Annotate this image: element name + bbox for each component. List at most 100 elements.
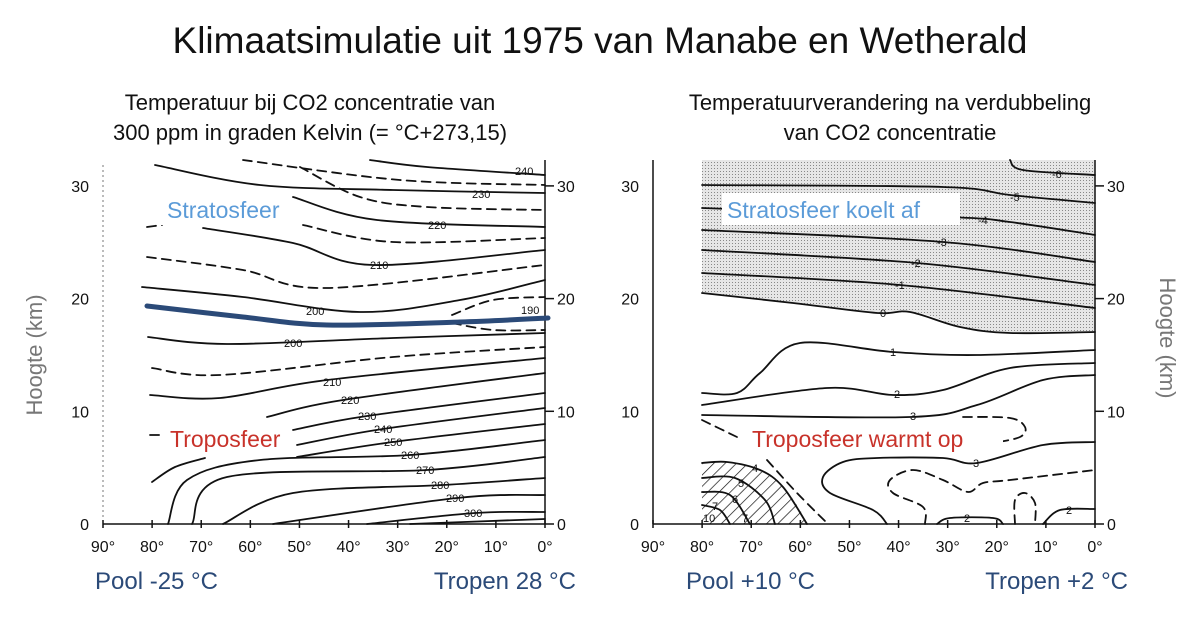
contour-label: 1: [890, 347, 896, 359]
contour-label: 2: [894, 389, 900, 401]
contour-dashed: [146, 256, 546, 289]
contour-minus3: [701, 229, 1096, 263]
contour-label: 210: [370, 260, 388, 272]
contour-210: [202, 227, 546, 266]
contour-260: [167, 439, 546, 525]
contour-270: [191, 456, 546, 525]
contour-3: [701, 374, 1096, 419]
contour-label: -2: [911, 258, 921, 270]
stratosphere-label: Stratosfeer koelt af: [727, 197, 921, 223]
contour-label: 230: [358, 411, 376, 423]
contour-240: [369, 159, 546, 176]
y-tick-label-right: 30: [557, 179, 575, 196]
contour-190: [451, 322, 546, 332]
stratosphere-label: Stratosfeer: [167, 197, 280, 223]
contour-label: 300: [464, 508, 482, 520]
x-tick-label: 80°: [690, 539, 714, 556]
contour-label: 4: [752, 463, 758, 475]
contour-label: 280: [431, 480, 449, 492]
contour-label: 6: [732, 494, 738, 506]
contour-label: 260: [401, 450, 419, 462]
label-background: [722, 193, 960, 225]
x-tick-label: 40°: [336, 539, 360, 556]
contour-dashed: [146, 224, 163, 228]
x-tick-label: 60°: [788, 539, 812, 556]
x-tick-label: 30°: [386, 539, 410, 556]
contour-280: [222, 477, 546, 525]
x-tick-label: 20°: [435, 539, 459, 556]
contour-label: -4: [978, 215, 988, 227]
contour-segment: [151, 457, 206, 483]
contour-label: 240: [374, 424, 392, 436]
contour-0: [701, 292, 1096, 335]
left-subtitle-line2: 300 ppm in graden Kelvin (= °C+273,15): [112, 120, 508, 145]
right-subtitle-line2: van CO2 concentratie: [783, 120, 997, 145]
y-tick-label-left: 30: [621, 179, 639, 196]
contour-label: 7: [712, 501, 718, 513]
contour-4: [701, 460, 808, 525]
y-tick-label-right: 20: [557, 292, 575, 309]
x-tick-label: 60°: [238, 539, 262, 556]
x-tick-label: 30°: [936, 539, 960, 556]
contour-dashed: [299, 166, 546, 211]
x-tick-label: 90°: [641, 539, 665, 556]
contour-2: [701, 362, 1096, 406]
contour-dashed: [887, 469, 1096, 525]
left-plot: 240 230 220 210 200 190 200 210 220 230 …: [71, 159, 575, 556]
right-pole-temperature-change: Pool +10 °C: [686, 568, 816, 595]
y-axis-label-left: Hoogte (km): [22, 294, 47, 415]
contour-dashed: [302, 224, 546, 244]
contour-label: 2: [1066, 505, 1072, 517]
contour-segment: [409, 518, 546, 525]
right-tropics-temperature-change: Tropen +2 °C: [985, 568, 1128, 595]
contour-250: [296, 423, 546, 458]
y-tick-label-left: 30: [71, 179, 89, 196]
contour-minus2: [701, 249, 1096, 286]
right-plot: -6 -5 -4 -3 -2 -1 0 1 2 3 3 2 2 4 5 6 7 …: [621, 159, 1125, 556]
contour-label: 5: [738, 478, 744, 490]
contour-2: [936, 516, 1004, 525]
left-subtitle-line1: Temperatuur bij CO2 concentratie van: [124, 90, 496, 115]
label-background: [160, 193, 280, 225]
x-tick-label: 50°: [837, 539, 861, 556]
x-tick-label: 70°: [189, 539, 213, 556]
right-subtitle-line1: Temperatuurverandering na verdubbeling: [688, 90, 1092, 115]
contour-230: [154, 164, 546, 194]
tropopause-line: [144, 303, 551, 328]
left-panel-subtitle: Temperatuur bij CO2 concentratie van 300…: [60, 88, 560, 148]
y-tick-label-left: 0: [80, 517, 89, 534]
contour-label: 200: [284, 338, 302, 350]
y-tick-label-left: 20: [621, 292, 639, 309]
x-tick-label: 10°: [484, 539, 508, 556]
contour-6: [701, 490, 751, 525]
contour-label: 190: [521, 305, 539, 317]
right-x-ticks: 90° 80° 70° 60° 50° 40° 30° 20° 10° 0°: [641, 520, 1103, 556]
y-tick-label-left: 0: [630, 517, 639, 534]
contour-label: 290: [446, 493, 464, 505]
y-tick-label-right: 20: [1107, 292, 1125, 309]
contour-label: -5: [1010, 192, 1020, 204]
x-tick-label: 0°: [1087, 539, 1102, 556]
y-tick-label-left: 10: [71, 404, 89, 421]
contour-200: [147, 332, 546, 345]
contour-dashed: [151, 346, 546, 377]
right-panel-subtitle: Temperatuurverandering na verdubbeling v…: [600, 88, 1180, 148]
contour-220: [266, 372, 546, 418]
x-tick-label: 50°: [287, 539, 311, 556]
x-tick-label: 80°: [140, 539, 164, 556]
contour-label: 250: [384, 437, 402, 449]
contour-label: -3: [937, 237, 947, 249]
contour-220: [292, 196, 546, 228]
x-tick-label: 0°: [537, 539, 552, 556]
contour-1: [701, 341, 1096, 396]
contour-7: [701, 504, 731, 525]
contour-label: -1: [895, 280, 905, 292]
figure-title: Klimaatsimulatie uit 1975 van Manabe en …: [172, 20, 1028, 61]
contour-210: [149, 357, 546, 400]
contour-dashed: [1013, 492, 1037, 525]
label-background: [748, 423, 1003, 455]
y-tick-label-right: 0: [557, 517, 566, 534]
contour-label: 220: [428, 220, 446, 232]
x-tick-label: 70°: [739, 539, 763, 556]
contour-label: 0: [880, 308, 886, 320]
